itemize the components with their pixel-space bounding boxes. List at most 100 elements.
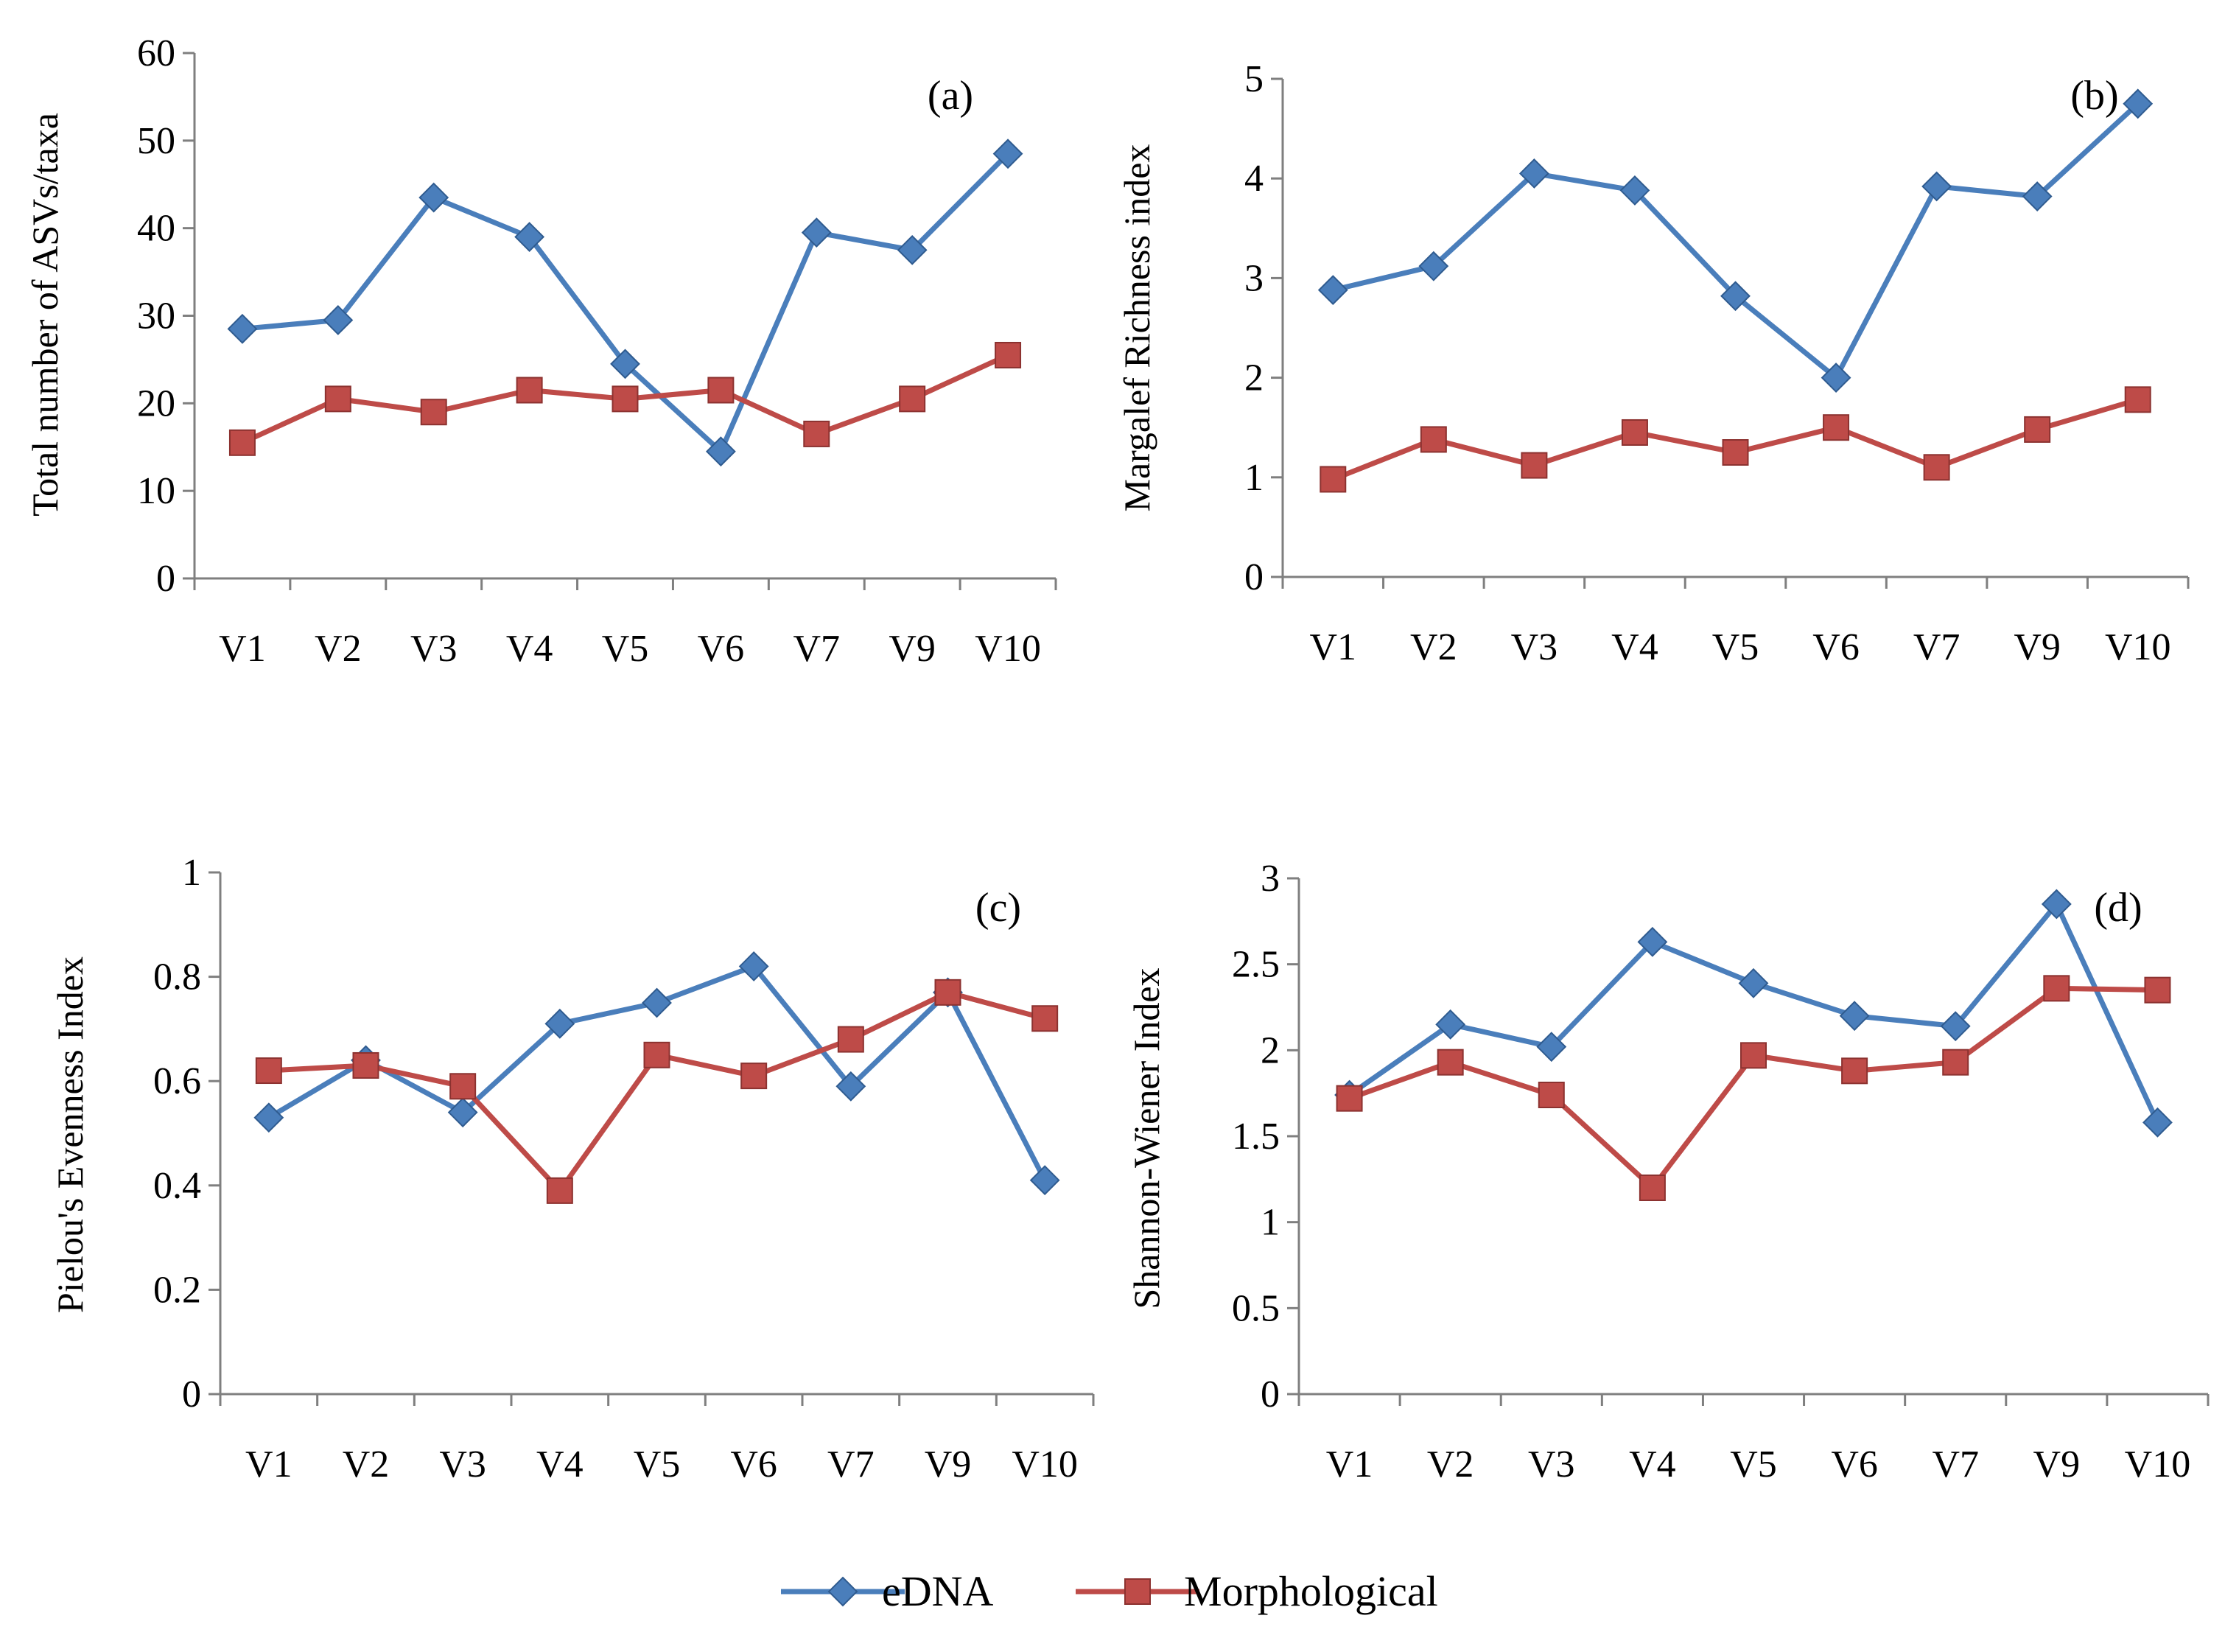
data-point-morphological [1538, 1082, 1565, 1108]
series-line-edna [1348, 901, 2160, 1124]
x-tick-label: V7 [793, 628, 840, 670]
x-tick-label: V10 [2105, 626, 2171, 668]
y-tick-label: 0.5 [1232, 1287, 1280, 1329]
data-point-edna [1738, 967, 1769, 998]
x-tick-label: V6 [698, 628, 745, 670]
data-point-edna [418, 182, 449, 213]
x-tick-label: V9 [889, 628, 936, 670]
data-point-morphological [2124, 386, 2151, 413]
data-point-edna [544, 1008, 575, 1039]
y-tick-label: 0 [1261, 1373, 1280, 1415]
y-tick-label: 1 [1261, 1202, 1280, 1244]
x-tick-label: V10 [1012, 1443, 1078, 1485]
x-tick-label: V9 [2033, 1443, 2081, 1485]
legend: eDNA Morphological [781, 1567, 1438, 1615]
data-point-edna [2142, 1107, 2173, 1138]
x-tick-label: V5 [1712, 626, 1759, 668]
data-point-morphological [1639, 1175, 1666, 1201]
y-tick-label: 0.6 [153, 1060, 201, 1102]
legend-label-edna: eDNA [882, 1567, 994, 1615]
data-point-morphological [934, 979, 961, 1006]
y-tick-label: 2 [1244, 357, 1264, 399]
data-point-morphological [1823, 414, 1850, 441]
data-point-morphological [324, 385, 351, 413]
data-point-edna [1518, 158, 1549, 189]
data-point-morphological [1841, 1057, 1868, 1085]
data-point-morphological [707, 377, 735, 404]
data-point-morphological [1437, 1049, 1464, 1076]
x-tick-label: V3 [439, 1443, 486, 1485]
y-axis-title: Margalef Richness index [1116, 144, 1157, 512]
y-tick-label: 0 [1244, 556, 1264, 598]
data-point-morphological [803, 420, 830, 447]
x-tick-label: V4 [1629, 1443, 1676, 1485]
data-point-edna [801, 217, 832, 248]
data-point-morphological [352, 1051, 379, 1079]
data-point-morphological [449, 1073, 477, 1100]
x-tick-label: V7 [827, 1443, 875, 1485]
y-tick-label: 2.5 [1232, 944, 1280, 986]
y-tick-label: 1 [182, 852, 201, 894]
y-tick-label: 0.2 [153, 1269, 201, 1311]
x-tick-label: V1 [245, 1443, 292, 1485]
chart-panel-4: 0 0.5 1 1.5 2 2.5 3 V1 V2 V3 V4 V5 V6 V7 V9 V10 Shannon-… [1126, 858, 2210, 1485]
data-point-edna [642, 987, 672, 1018]
y-axis-title: Pielou's Evenness Index [49, 956, 91, 1313]
x-tick-label: V5 [1730, 1443, 1777, 1485]
x-tick-label: V3 [1528, 1443, 1575, 1485]
x-tick-label: V9 [925, 1443, 972, 1485]
data-point-edna [897, 234, 928, 265]
data-point-morphological [612, 385, 639, 413]
x-tick-label: V2 [315, 628, 362, 670]
data-point-edna [1637, 926, 1668, 957]
data-point-morphological [899, 385, 926, 413]
chart-panel-3: 0 0.2 0.4 0.6 0.8 1 V1 V2 V3 V4 V5 V6 V7 V9 V10 Pielou'… [49, 852, 1095, 1485]
y-tick-label: 1.5 [1232, 1116, 1280, 1158]
x-tick-label: V5 [602, 628, 649, 670]
x-tick-label: V9 [2014, 626, 2061, 668]
x-tick-label: V4 [536, 1443, 584, 1485]
y-tick-label: 0.8 [153, 956, 201, 998]
y-tick-label: 40 [137, 208, 175, 250]
y-tick-label: 60 [137, 32, 175, 74]
chart-panel-1: 0 10 20 30 40 50 60 V1 V2 V3 V4 V5 V6 V7 V9 V10 Total nu… [24, 32, 1057, 670]
data-point-morphological [1031, 1005, 1059, 1032]
series-line-edna [1332, 102, 2140, 381]
data-point-edna [1921, 171, 1952, 202]
data-point-edna [323, 305, 354, 335]
x-tick-label: V4 [506, 628, 553, 670]
x-tick-label: V1 [219, 628, 266, 670]
y-tick-label: 1 [1244, 457, 1264, 499]
data-point-morphological [1521, 452, 1548, 479]
data-point-edna [610, 349, 640, 379]
legend-label-morphological: Morphological [1184, 1567, 1438, 1615]
data-point-morphological [255, 1057, 282, 1085]
data-point-morphological [228, 429, 256, 456]
data-point-morphological [740, 1063, 768, 1090]
x-tick-label: V3 [1511, 626, 1558, 668]
x-tick-label: V6 [1812, 626, 1860, 668]
data-point-morphological [2024, 416, 2051, 443]
chart-panel-2: 0 1 2 3 4 5 V1 V2 V3 V4 V5 V6 V7 V9 V10 Margalef Richne… [1116, 58, 2190, 668]
x-tick-label: V2 [1410, 626, 1457, 668]
data-point-edna [835, 1071, 866, 1102]
data-point-edna [1418, 251, 1449, 281]
data-point-edna [1619, 175, 1650, 206]
x-tick-label: V6 [730, 1443, 777, 1485]
x-tick-label: V6 [1831, 1443, 1878, 1485]
data-point-edna [1029, 1165, 1060, 1196]
x-tick-label: V10 [2125, 1443, 2191, 1485]
panel-label: (d) [2094, 885, 2142, 931]
data-point-edna [992, 139, 1023, 169]
panel-label: (c) [975, 885, 1021, 931]
x-tick-label: V2 [1427, 1443, 1474, 1485]
data-point-morphological [420, 399, 447, 426]
data-point-morphological [1336, 1085, 1363, 1112]
y-tick-label: 3 [1261, 858, 1280, 900]
y-tick-label: 50 [137, 120, 175, 162]
x-tick-label: V2 [343, 1443, 390, 1485]
data-point-edna [447, 1097, 478, 1128]
data-point-edna [1720, 281, 1751, 312]
data-point-edna [2022, 181, 2053, 211]
